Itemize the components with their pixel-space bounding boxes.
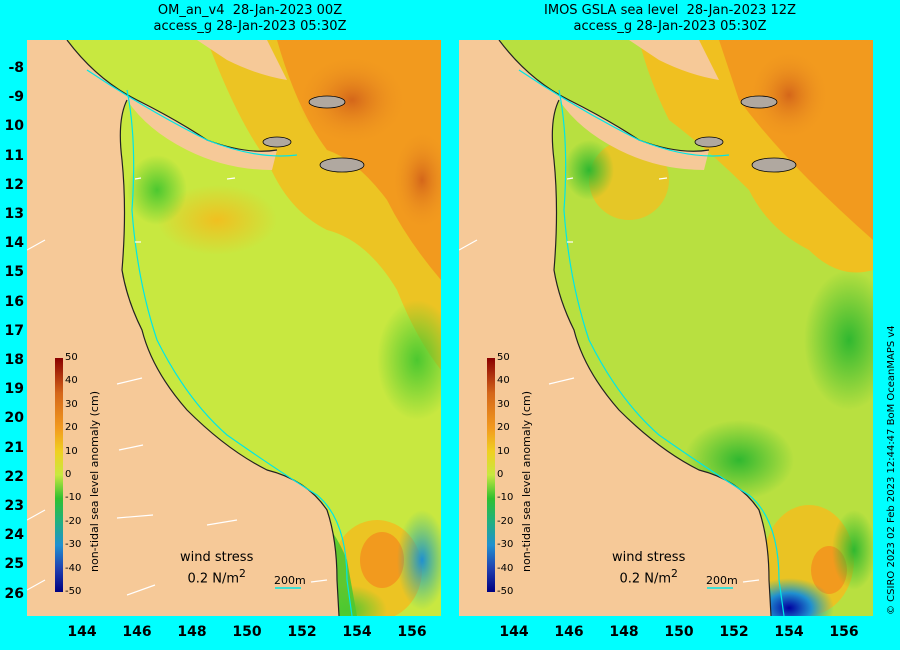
longitude-tick-label: 154 <box>342 624 372 640</box>
anomaly-green-se <box>832 510 873 590</box>
latitude-tick-label: 24 <box>4 527 24 544</box>
island <box>308 95 346 109</box>
land-australia <box>27 40 339 616</box>
latitude-tick-label: -9 <box>8 89 24 106</box>
island <box>751 157 797 173</box>
latitude-tick-label: 20 <box>4 410 24 427</box>
latitude-tick-label: 13 <box>4 206 24 222</box>
anomaly-blue-se <box>397 510 441 610</box>
wind-arrows <box>459 177 760 583</box>
colorbar-tick-label: 30 <box>497 398 510 410</box>
anomaly-orange-south <box>360 532 404 588</box>
anomaly-green-east <box>804 270 873 410</box>
colorbar-title: non-tidal sea level anomaly (cm) <box>88 391 101 572</box>
colorbar-tick-label: 0 <box>497 469 504 480</box>
coastline <box>498 40 772 616</box>
land-png <box>197 40 287 80</box>
anomaly-high-center <box>297 55 407 145</box>
isobath-200m <box>518 69 785 616</box>
longitude-tick-label: 148 <box>177 624 207 640</box>
colorbar-tick-label: 50 <box>65 352 78 363</box>
anomaly-high-east <box>392 130 441 230</box>
latitude-tick-label: 16 <box>4 293 24 310</box>
latitude-tick-label: 19 <box>4 381 24 398</box>
colorbar-tick-label: 50 <box>497 352 510 363</box>
colorbar-tick-label: -30 <box>497 539 514 551</box>
land-australia <box>459 40 771 616</box>
longitude-tick-label: 146 <box>122 624 152 640</box>
anomaly-high-center <box>749 50 829 140</box>
colorbar-tick-label: 20 <box>497 422 510 434</box>
longitude-tick-label: 152 <box>719 624 749 640</box>
colorbar-tick-label: -20 <box>65 515 82 527</box>
colorbar <box>55 358 63 592</box>
left-panel-title: OM_an_v4 28-Jan-2023 00Z access_g 28-Jan… <box>153 3 347 34</box>
colorbar-tick-label: 40 <box>65 375 78 387</box>
colorbar-tick-label: 10 <box>65 445 78 457</box>
colorbar-tick-label: 40 <box>497 375 510 387</box>
colorbar-tick-label: -10 <box>497 492 514 504</box>
colorbar-tick-label: -40 <box>497 562 514 574</box>
colorbar-title: non-tidal sea level anomaly (cm) <box>520 391 533 572</box>
colorbar <box>487 358 495 592</box>
longitude-tick-label: 144 <box>67 624 97 640</box>
longitude-tick-label: 156 <box>397 624 427 640</box>
wind-arrows <box>27 177 328 596</box>
colorbar-tick-label: -10 <box>65 492 82 504</box>
island <box>694 136 724 148</box>
anomaly-yellow-patch <box>157 185 277 255</box>
latitude-tick-label: 10 <box>4 118 24 135</box>
latitude-tick-label: 22 <box>4 468 24 485</box>
island <box>262 136 292 148</box>
island <box>319 157 365 173</box>
latitude-tick-label: 23 <box>4 498 24 514</box>
colorbar-tick-label: -50 <box>497 586 514 597</box>
latitude-tick-label: 26 <box>4 585 24 602</box>
right-map-svg <box>459 40 873 616</box>
right-map-panel <box>459 40 873 616</box>
latitude-tick-label: 18 <box>4 352 24 368</box>
island <box>740 95 778 109</box>
right-panel-title: IMOS GSLA sea level 28-Jan-2023 12Z acce… <box>544 3 796 34</box>
longitude-tick-label: 148 <box>609 624 639 640</box>
latitude-tick-label: -8 <box>8 60 24 76</box>
colorbar-tick-label: -50 <box>65 586 82 597</box>
scale-bar-label-left: 200m <box>274 574 306 587</box>
wind-legend-left: wind stress 0.2 N/m2 <box>180 550 254 587</box>
longitude-tick-label: 152 <box>287 624 317 640</box>
colorbar-tick-label: -40 <box>65 562 82 574</box>
colorbar-tick-label: 20 <box>65 422 78 434</box>
longitude-tick-label: 144 <box>499 624 529 640</box>
colorbar-tick-label: 10 <box>497 445 510 457</box>
colorbar-tick-label: 30 <box>65 398 78 410</box>
longitude-tick-label: 146 <box>554 624 584 640</box>
isobath-200m <box>86 69 353 616</box>
coastline <box>66 40 340 616</box>
longitude-tick-label: 150 <box>664 624 694 640</box>
anomaly-green-east <box>377 300 441 420</box>
wind-legend-right: wind stress 0.2 N/m2 <box>612 550 686 587</box>
left-map-svg <box>27 40 441 616</box>
latitude-tick-label: 14 <box>4 235 24 252</box>
latitude-tick-label: 25 <box>4 556 24 573</box>
left-map-panel <box>27 40 441 616</box>
longitude-tick-label: 154 <box>774 624 804 640</box>
colorbar-tick-label: 0 <box>65 469 72 480</box>
latitude-tick-label: 21 <box>4 439 24 456</box>
latitude-tick-label: 15 <box>4 264 24 281</box>
anomaly-green-patch <box>564 140 614 200</box>
longitude-tick-label: 156 <box>829 624 859 640</box>
latitude-tick-label: 12 <box>4 176 24 193</box>
latitude-tick-label: 17 <box>4 322 24 339</box>
credit-text: © CSIRO 2023 02 Feb 2023 12:44:47 BoM Oc… <box>886 325 897 615</box>
anomaly-green-patch <box>127 155 187 225</box>
longitude-tick-label: 150 <box>232 624 262 640</box>
colorbar-tick-label: -30 <box>65 539 82 551</box>
colorbar-tick-label: -20 <box>497 515 514 527</box>
scale-bar-label-right: 200m <box>706 574 738 587</box>
land-png <box>629 40 719 80</box>
latitude-tick-label: 11 <box>4 147 24 164</box>
